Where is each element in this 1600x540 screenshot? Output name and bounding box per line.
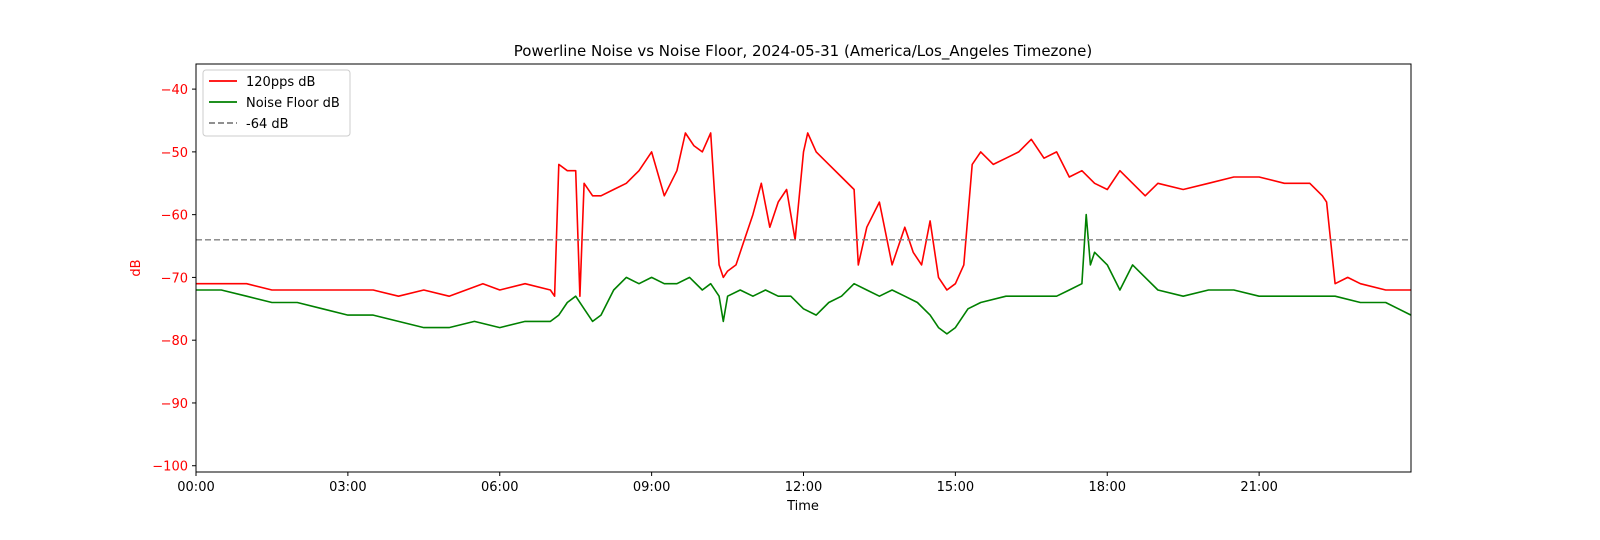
legend: 120pps dB Noise Floor dB -64 dB [202, 69, 351, 137]
x-tick-label-4: 12:00 [785, 480, 822, 495]
y-tick-label-1: −90 [161, 397, 188, 412]
y-tick-label-3: −70 [161, 271, 188, 286]
x-tick-label-7: 21:00 [1240, 480, 1277, 495]
x-tick-label-0: 00:00 [177, 480, 214, 495]
legend-label-1: Noise Floor dB [246, 96, 340, 111]
y-tick-label-4: −60 [161, 209, 188, 224]
series-line-0 [196, 132, 1411, 298]
x-tick-label-6: 18:00 [1089, 480, 1126, 495]
x-tick-label-3: 09:00 [633, 480, 670, 495]
y-tick-label-5: −50 [161, 146, 188, 161]
x-tick-label-5: 15:00 [937, 480, 974, 495]
y-tick-label-6: −40 [161, 83, 188, 98]
legend-label-2: -64 dB [246, 117, 289, 132]
y-axis: −100 −90 −80 −70 −60 −50 −40 [152, 83, 196, 475]
x-axis: 00:00 03:00 06:00 09:00 12:00 15:00 18:00 21:00 [177, 472, 1278, 495]
x-axis-label: Time [786, 499, 819, 514]
legend-box [202, 69, 351, 137]
y-axis-label: dB [129, 259, 144, 276]
chart-title: Powerline Noise vs Noise Floor, 2024-05-… [514, 42, 1092, 61]
y-tick-label-0: −100 [152, 460, 188, 475]
x-tick-label-1: 03:00 [329, 480, 366, 495]
legend-label-0: 120pps dB [246, 75, 315, 90]
x-tick-label-2: 06:00 [481, 480, 518, 495]
series-line-1 [196, 213, 1412, 335]
y-tick-label-2: −80 [161, 334, 188, 349]
plot-area [196, 132, 1412, 335]
